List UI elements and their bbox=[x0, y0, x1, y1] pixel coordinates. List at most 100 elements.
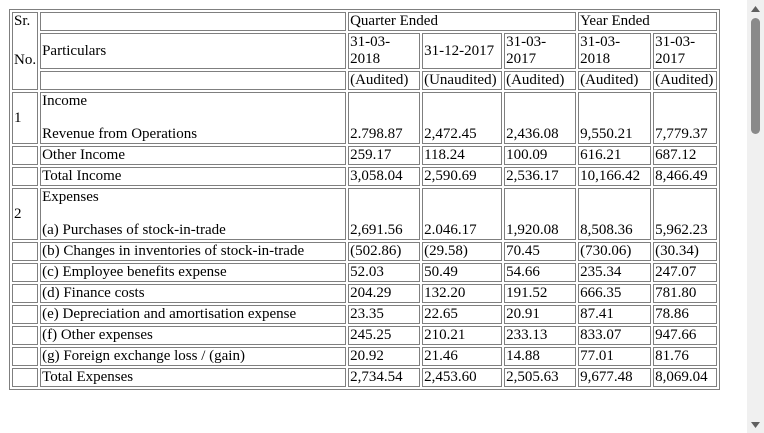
value-cell: 14.88 bbox=[504, 347, 577, 366]
sr-no-header: Sr. No. bbox=[12, 12, 39, 90]
header-row-3: (Audited) (Unaudited) (Audited) (Audited… bbox=[12, 71, 718, 90]
value-cell: 2,590.69 bbox=[422, 167, 503, 186]
value-cell: 21.46 bbox=[422, 347, 503, 366]
value-cell: 50.49 bbox=[422, 263, 503, 282]
income-sr-cell: 1 bbox=[12, 92, 39, 144]
row-label: (g) Foreign exchange loss / (gain) bbox=[40, 347, 347, 366]
vertical-scrollbar[interactable] bbox=[747, 0, 764, 433]
value-cell: 77.01 bbox=[578, 347, 652, 366]
value-cell: 7,779.37 bbox=[653, 92, 718, 144]
expenses-row: (c) Employee benefits expense 52.03 50.49 5… bbox=[12, 263, 718, 282]
date-header-3: 31-03-2017 bbox=[504, 33, 577, 69]
value-cell: 235.34 bbox=[578, 263, 652, 282]
value-cell: 2,734.54 bbox=[348, 368, 421, 387]
value-cell: 8,069.04 bbox=[653, 368, 718, 387]
date-header-1: 31-03-2018 bbox=[348, 33, 421, 69]
value-cell: 259.17 bbox=[348, 146, 421, 165]
value-cell: 78.86 bbox=[653, 305, 718, 324]
value-cell: 3,058.04 bbox=[348, 167, 421, 186]
value-cell: 118.24 bbox=[422, 146, 503, 165]
row-label: (c) Employee benefits expense bbox=[40, 263, 347, 282]
status-header-1: (Audited) bbox=[348, 71, 421, 90]
financial-results-table: Sr. No. Quarter Ended Year Ended Particul… bbox=[9, 9, 721, 390]
sr-blank-cell bbox=[12, 284, 39, 303]
value-cell: 2,691.56 bbox=[348, 188, 421, 240]
income-row: Total Income 3,058.04 2,590.69 2,536.17 10,1… bbox=[12, 167, 718, 186]
value-cell: 54.66 bbox=[504, 263, 577, 282]
value-cell: 191.52 bbox=[504, 284, 577, 303]
value-cell: 132.20 bbox=[422, 284, 503, 303]
scrollbar-thumb[interactable] bbox=[751, 18, 760, 134]
value-cell: 52.03 bbox=[348, 263, 421, 282]
income-first-label-cell: Income Revenue from Operations bbox=[40, 92, 347, 144]
status-header-4: (Audited) bbox=[578, 71, 652, 90]
value-cell: 22.65 bbox=[422, 305, 503, 324]
value-cell: (29.58) bbox=[422, 242, 503, 261]
expenses-row: Total Expenses 2,734.54 2,453.60 2,505.63 9,… bbox=[12, 368, 718, 387]
value-cell: 5,962.23 bbox=[653, 188, 718, 240]
expenses-row: (g) Foreign exchange loss / (gain) 20.92 2… bbox=[12, 347, 718, 366]
quarter-ended-header: Quarter Ended bbox=[348, 12, 577, 31]
expenses-row: (f) Other expenses 245.25 210.21 233.13 833.… bbox=[12, 326, 718, 345]
row-label: Total Income bbox=[40, 167, 347, 186]
value-cell: 2.046.17 bbox=[422, 188, 503, 240]
status-header-3: (Audited) bbox=[504, 71, 577, 90]
row-label: (a) Purchases of stock-in-trade bbox=[42, 222, 226, 238]
status-header-5: (Audited) bbox=[653, 71, 718, 90]
sr-blank-cell bbox=[12, 263, 39, 282]
value-cell: (730.06) bbox=[578, 242, 652, 261]
expenses-row: (d) Finance costs 204.29 132.20 191.52 666.3… bbox=[12, 284, 718, 303]
sr-blank-cell bbox=[12, 305, 39, 324]
row-label: (f) Other expenses bbox=[40, 326, 347, 345]
expenses-first-label-cell: Expenses (a) Purchases of stock-in-trade bbox=[40, 188, 347, 240]
date-header-4: 31-03-2018 bbox=[578, 33, 652, 69]
sr-blank-cell bbox=[12, 242, 39, 261]
expenses-row: (e) Depreciation and amortisation expens… bbox=[12, 305, 718, 324]
row-label: (d) Finance costs bbox=[40, 284, 347, 303]
value-cell: 947.66 bbox=[653, 326, 718, 345]
value-cell: 210.21 bbox=[422, 326, 503, 345]
income-row: 1 Income Revenue from Operations 2.798.87 2,… bbox=[12, 92, 718, 144]
value-cell: 100.09 bbox=[504, 146, 577, 165]
status-blank-cell bbox=[40, 71, 347, 90]
scroll-down-arrow-icon[interactable] bbox=[747, 416, 764, 433]
value-cell: 781.80 bbox=[653, 284, 718, 303]
value-cell: 1,920.08 bbox=[504, 188, 577, 240]
expenses-row: (b) Changes in inventories of stock-in-t… bbox=[12, 242, 718, 261]
date-header-2: 31-12-2017 bbox=[422, 33, 503, 69]
value-cell: 10,166.42 bbox=[578, 167, 652, 186]
value-cell: 2,472.45 bbox=[422, 92, 503, 144]
value-cell: 2,436.08 bbox=[504, 92, 577, 144]
value-cell: 9,550.21 bbox=[578, 92, 652, 144]
document-viewport: Sr. No. Quarter Ended Year Ended Particul… bbox=[9, 9, 721, 390]
header-row-1: Sr. No. Quarter Ended Year Ended bbox=[12, 12, 718, 90]
value-cell: 23.35 bbox=[348, 305, 421, 324]
status-header-2: (Unaudited) bbox=[422, 71, 503, 90]
row-label: Other Income bbox=[40, 146, 347, 165]
value-cell: 833.07 bbox=[578, 326, 652, 345]
value-cell: 81.76 bbox=[653, 347, 718, 366]
row-label: Total Expenses bbox=[40, 368, 347, 387]
value-cell: 20.91 bbox=[504, 305, 577, 324]
scroll-up-arrow-icon[interactable] bbox=[747, 0, 764, 17]
value-cell: 2,453.60 bbox=[422, 368, 503, 387]
value-cell: 2.798.87 bbox=[348, 92, 421, 144]
sr-blank-cell bbox=[12, 146, 39, 165]
value-cell: 70.45 bbox=[504, 242, 577, 261]
sr-blank-cell bbox=[12, 368, 39, 387]
particulars-header: Particulars bbox=[40, 33, 347, 69]
expenses-heading: Expenses bbox=[42, 189, 99, 205]
value-cell: 616.21 bbox=[578, 146, 652, 165]
value-cell: 20.92 bbox=[348, 347, 421, 366]
sr-blank-cell bbox=[12, 167, 39, 186]
date-header-5: 31-03-2017 bbox=[653, 33, 718, 69]
value-cell: 245.25 bbox=[348, 326, 421, 345]
income-sr-number: 1 bbox=[14, 110, 22, 126]
value-cell: 2,505.63 bbox=[504, 368, 577, 387]
sr-blank-cell bbox=[12, 326, 39, 345]
value-cell: 204.29 bbox=[348, 284, 421, 303]
row-label: Revenue from Operations bbox=[42, 126, 198, 142]
value-cell: 8,508.36 bbox=[578, 188, 652, 240]
sr-blank-cell bbox=[12, 347, 39, 366]
expenses-row: 2 Expenses (a) Purchases of stock-in-trade… bbox=[12, 188, 718, 240]
